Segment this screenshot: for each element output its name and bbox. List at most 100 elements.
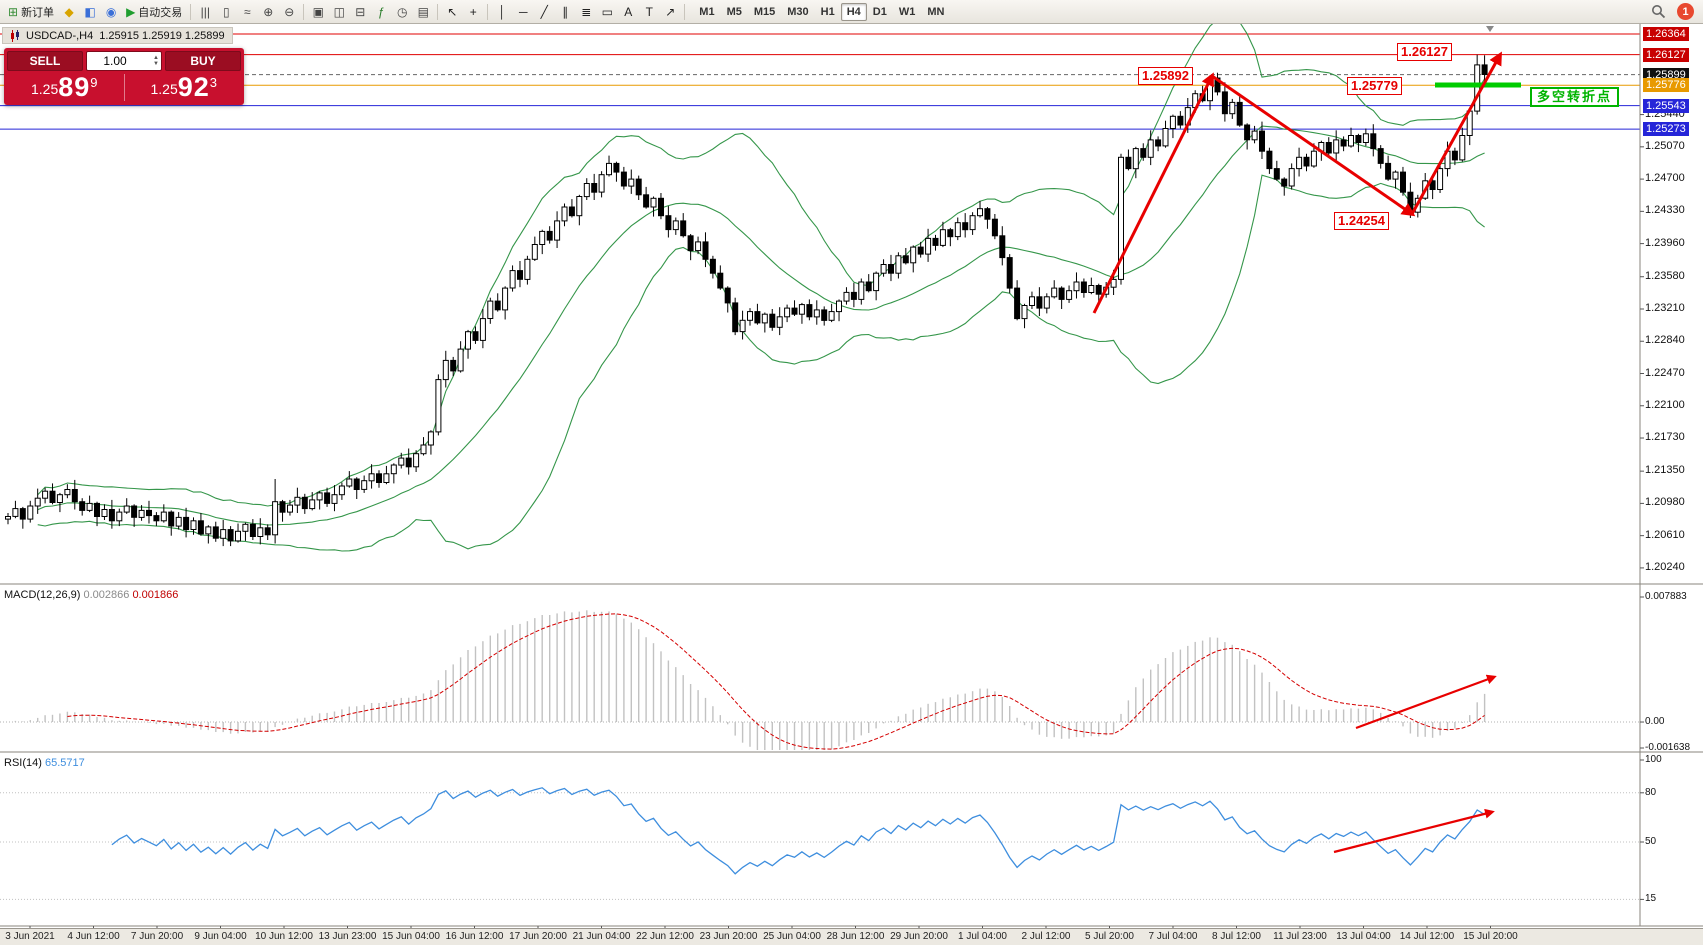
data-window-button[interactable]: ◉: [101, 2, 121, 22]
periods-button[interactable]: ◷: [392, 2, 412, 22]
timeframe-d1-button[interactable]: D1: [867, 3, 893, 21]
timeframe-m30-button[interactable]: M30: [781, 3, 814, 21]
time-axis-label: 1 Jul 04:00: [958, 931, 1007, 942]
shapes-button[interactable]: ▭: [597, 2, 617, 22]
macd-panel: [0, 610, 1640, 750]
time-axis-label: 16 Jun 12:00: [445, 931, 504, 942]
time-axis-label: 5 Jul 20:00: [1085, 931, 1134, 942]
zoom-in-icon: ⊕: [263, 4, 274, 19]
chart-quotes: 1.25915 1.25919 1.25899: [99, 29, 225, 42]
arrow-tools-icon: ↗: [665, 4, 676, 19]
quote-divider: [123, 74, 125, 101]
rsi-indicator-label: RSI(14) 65.5717: [4, 757, 85, 769]
trendline-button[interactable]: ╱: [534, 2, 554, 22]
time-axis-label: 8 Jul 12:00: [1212, 931, 1261, 942]
arrow-tools-button[interactable]: ↗: [660, 2, 680, 22]
timeframe-h4-button[interactable]: H4: [840, 2, 867, 21]
time-axis-label: 7 Jun 20:00: [130, 931, 184, 942]
cursor-button[interactable]: ↖: [442, 2, 462, 22]
timeframe-mn-button[interactable]: MN: [921, 3, 950, 21]
templates-icon: ▤: [417, 4, 429, 19]
buy-button[interactable]: BUY: [165, 51, 241, 71]
horizontal-line-button[interactable]: ─: [513, 2, 533, 22]
text-icon: A: [624, 4, 633, 19]
timeframe-m1-button[interactable]: M1: [693, 3, 720, 21]
rsi-value: 65.5717: [44, 757, 85, 769]
time-axis-label: 15 Jun 04:00: [382, 931, 440, 942]
tile-windows-icon: ▣: [312, 4, 324, 19]
timeframe-m5-button[interactable]: M5: [721, 3, 748, 21]
chart-canvas[interactable]: [0, 24, 1703, 945]
macd-indicator-label: MACD(12,26,9) 0.002866 0.001866: [4, 589, 178, 601]
ask-big-digits: 92: [177, 72, 210, 102]
toolbar-separator: [684, 3, 686, 20]
volume-input[interactable]: [89, 54, 141, 68]
metaeditor-button[interactable]: ◆: [59, 2, 79, 22]
market-watch-button[interactable]: ◧: [80, 2, 100, 22]
crosshair-icon: +: [469, 4, 477, 19]
vertical-line-button[interactable]: │: [492, 2, 512, 22]
trend-arrows: [1092, 26, 1521, 314]
time-axis-label: 4 Jun 12:00: [67, 931, 120, 942]
annotation-target-high[interactable]: 1.26127: [1397, 43, 1452, 61]
bar-chart-mode-button[interactable]: |||: [195, 2, 215, 22]
crosshair-button[interactable]: +: [463, 2, 483, 22]
cascade-windows-button[interactable]: ◫: [329, 2, 349, 22]
candlestick-mode-icon: ▯: [222, 4, 230, 19]
new-order-icon: ⊞: [8, 4, 19, 19]
time-axis[interactable]: 3 Jun 2021 4 Jun 12:00 7 Jun 20:00 9 Jun 04…: [0, 928, 1703, 945]
macd-name: MACD(12,26,9): [4, 589, 81, 601]
line-chart-mode-button[interactable]: ≈: [237, 2, 257, 22]
cascade-windows-icon: ◫: [333, 4, 345, 19]
time-axis-label: 10 Jun 12:00: [255, 931, 313, 942]
annotation-turning-point[interactable]: 多空转折点: [1530, 87, 1620, 107]
time-axis-label: 17 Jun 20:00: [509, 931, 567, 942]
zoom-in-button[interactable]: ⊕: [258, 2, 278, 22]
tile-windows-button[interactable]: ▣: [308, 2, 328, 22]
bollinger-bands: [37, 24, 1486, 552]
time-axis-label: 2 Jul 12:00: [1021, 931, 1071, 942]
text-label-button[interactable]: T: [639, 2, 659, 22]
time-axis-label: 23 Jun 20:00: [699, 931, 758, 942]
rsi-name: RSI(14): [4, 757, 42, 769]
timeframe-w1-button[interactable]: W1: [893, 3, 922, 21]
toolbar-right: 1: [1647, 2, 1699, 22]
text-button[interactable]: A: [618, 2, 638, 22]
indicators-button[interactable]: ƒ: [371, 2, 391, 22]
timeframe-h1-button[interactable]: H1: [815, 3, 841, 21]
time-axis-label: 11 Jul 23:00: [1273, 931, 1327, 942]
autotrading-icon: ▶: [126, 4, 136, 19]
equidistant-channel-button[interactable]: ∥: [555, 2, 575, 22]
volume-field[interactable]: ▲ ▼: [86, 51, 162, 71]
macd-signal-value: 0.001866: [132, 589, 179, 601]
volume-decrease-icon[interactable]: ▼: [153, 61, 159, 67]
sell-button[interactable]: SELL: [7, 51, 83, 71]
new-order-button[interactable]: ⊞ 新订单: [4, 2, 58, 22]
arrange-windows-button[interactable]: ⊟: [350, 2, 370, 22]
autotrading-button[interactable]: ▶ 自动交易: [122, 2, 186, 22]
search-button[interactable]: [1647, 2, 1670, 22]
metaeditor-icon: ◆: [64, 4, 74, 19]
templates-button[interactable]: ▤: [413, 2, 433, 22]
time-axis-label: 21 Jun 04:00: [572, 931, 631, 942]
volume-increase-icon[interactable]: ▲: [153, 55, 159, 61]
fibonacci-button[interactable]: ≣: [576, 2, 596, 22]
horizontal-line-icon: ─: [519, 4, 528, 19]
zoom-out-button[interactable]: ⊖: [279, 2, 299, 22]
time-axis-label: 29 Jun 20:00: [890, 931, 948, 942]
bid-price[interactable]: 1.25 89 9: [7, 73, 122, 102]
autotrading-label: 自动交易: [138, 6, 183, 19]
notification-badge[interactable]: 1: [1677, 3, 1694, 20]
annotation-swing-low[interactable]: 1.24254: [1334, 212, 1389, 230]
annotation-entry-level[interactable]: 1.25779: [1347, 77, 1402, 95]
bid-prefix: 1.25: [30, 81, 59, 97]
time-axis-label: 15 Jul 20:00: [1463, 931, 1518, 942]
bid-pipette: 9: [90, 75, 98, 90]
candlestick-mode-button[interactable]: ▯: [216, 2, 236, 22]
time-axis-label: 13 Jul 04:00: [1336, 931, 1391, 942]
annotation-swing-high[interactable]: 1.25892: [1138, 67, 1193, 85]
ask-price[interactable]: 1.25 92 3: [127, 73, 242, 102]
shapes-icon: ▭: [601, 4, 613, 19]
time-axis-label: 7 Jul 04:00: [1148, 931, 1198, 942]
timeframe-m15-button[interactable]: M15: [748, 3, 781, 21]
